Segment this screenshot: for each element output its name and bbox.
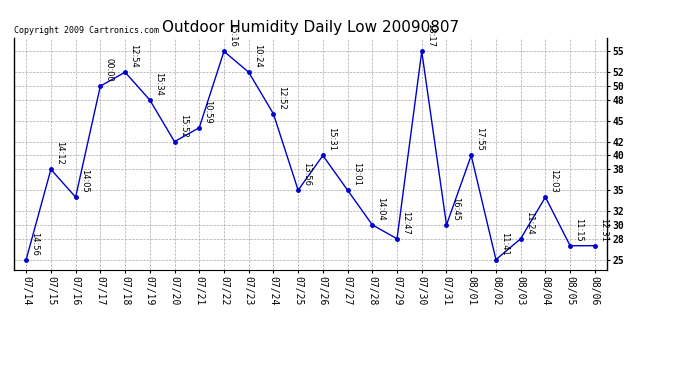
Text: 18:17: 18:17 [426,23,435,47]
Text: 15:16: 15:16 [228,23,237,47]
Text: 12:54: 12:54 [129,44,138,68]
Text: 14:56: 14:56 [30,231,39,255]
Text: 12:03: 12:03 [549,169,558,193]
Text: 17:55: 17:55 [475,128,484,152]
Text: 11:15: 11:15 [574,218,583,242]
Text: 12:52: 12:52 [277,86,286,109]
Text: Copyright 2009 Cartronics.com: Copyright 2009 Cartronics.com [14,26,159,35]
Text: 15:34: 15:34 [154,72,163,96]
Text: 10:24: 10:24 [253,44,262,68]
Text: 15:31: 15:31 [327,128,336,152]
Text: 12:31: 12:31 [599,217,608,242]
Text: 10:59: 10:59 [204,100,213,123]
Text: 13:56: 13:56 [302,162,311,186]
Text: 14:05: 14:05 [80,169,89,193]
Text: 15:52: 15:52 [179,114,188,138]
Title: Outdoor Humidity Daily Low 20090807: Outdoor Humidity Daily Low 20090807 [162,20,459,35]
Text: 00:00: 00:00 [104,58,113,82]
Text: 14:04: 14:04 [377,197,386,221]
Text: 13:01: 13:01 [352,162,361,186]
Text: 14:12: 14:12 [55,141,64,165]
Text: 12:47: 12:47 [401,211,410,235]
Text: 11:24: 11:24 [525,211,534,235]
Text: 16:45: 16:45 [451,197,460,221]
Text: 11:41: 11:41 [500,232,509,255]
